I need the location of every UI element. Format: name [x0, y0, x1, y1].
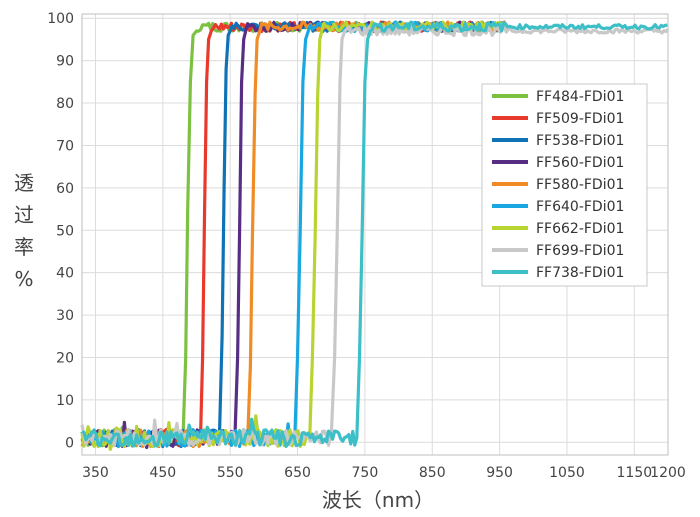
y-tick-label: 90 [56, 54, 74, 70]
legend-label: FF640-FDi01 [536, 199, 624, 215]
y-tick-label: 70 [56, 138, 74, 154]
x-tick-label: 550 [217, 465, 244, 481]
x-tick-label: 450 [149, 465, 176, 481]
y-tick-label: 0 [65, 435, 74, 451]
series-layer [80, 20, 670, 451]
y-tick-label: 100 [47, 11, 74, 27]
x-tick-label: 650 [284, 465, 311, 481]
legend-label: FF738-FDi01 [536, 265, 624, 281]
series-line [81, 20, 668, 448]
y-tick-label: 60 [56, 181, 74, 197]
y-tick-label: 20 [56, 350, 74, 366]
legend-label: FF699-FDi01 [536, 243, 624, 259]
plot-frame [81, 13, 669, 456]
x-tick-label: 950 [486, 465, 513, 481]
y-tick-label: 50 [56, 223, 74, 239]
x-tick-label: 1150 [617, 465, 653, 481]
legend-label: FF580-FDi01 [536, 177, 624, 193]
x-axis-title: 波长（nm） [322, 488, 434, 512]
x-tick-label: 750 [352, 465, 379, 481]
legend: FF484-FDi01 FF509-FDi01 FF538-FDi01 FF560-F… [481, 83, 648, 287]
legend-label: FF538-FDi01 [536, 133, 624, 149]
legend-label: FF509-FDi01 [536, 111, 624, 127]
legend-label: FF484-FDi01 [536, 89, 624, 105]
x-tick-label: 1200 [650, 465, 686, 481]
x-tick-label: 350 [82, 465, 109, 481]
y-tick-label: 10 [56, 393, 74, 409]
legend-label: FF662-FDi01 [536, 221, 624, 237]
y-tick-label: 80 [56, 96, 74, 112]
y-tick-labels: 0 10 20 30 40 50 60 70 80 90 100 [47, 11, 74, 451]
x-tick-label: 1050 [549, 465, 585, 481]
legend-label: FF560-FDi01 [536, 155, 624, 171]
y-axis-title: 透过率% [14, 171, 34, 291]
y-tick-label: 40 [56, 266, 74, 282]
x-tick-label: 850 [419, 465, 446, 481]
y-tick-label: 30 [56, 308, 74, 324]
